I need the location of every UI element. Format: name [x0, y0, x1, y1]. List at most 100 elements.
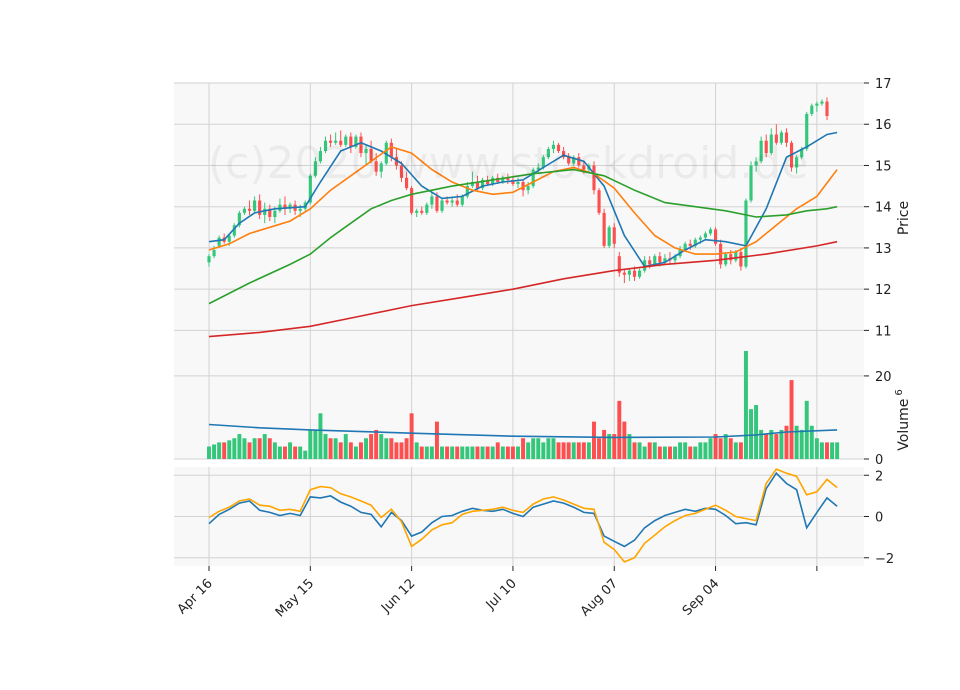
volume-bar	[819, 442, 824, 459]
volume-bar	[308, 429, 313, 459]
volume-bar	[227, 440, 232, 459]
volume-bar	[384, 438, 389, 459]
price-panel-background	[174, 83, 864, 351]
volume-bar	[338, 442, 343, 459]
volume-moving-average-line	[208, 423, 838, 439]
volume-bar	[440, 446, 444, 459]
candle-body	[313, 161, 317, 176]
volume-bar	[358, 442, 363, 459]
volume-bar	[495, 442, 500, 459]
volume-bar	[429, 446, 434, 459]
volume-bar	[505, 446, 510, 459]
volume-bar	[389, 438, 394, 459]
volume-bar	[627, 434, 632, 459]
candle-body	[470, 181, 474, 187]
candle-body	[795, 157, 799, 168]
candle-body	[268, 208, 272, 217]
price-moving-average-line	[208, 131, 838, 268]
volume-bar	[353, 446, 358, 459]
candle-body	[567, 157, 571, 164]
volume-tick-label: 20	[875, 370, 892, 385]
candle-body	[688, 243, 692, 246]
volume-bar	[318, 413, 323, 459]
price-moving-average-line	[208, 168, 838, 305]
volume-bar	[242, 438, 247, 459]
candle-body	[729, 254, 733, 261]
candle-body	[430, 196, 434, 205]
volume-bar	[814, 438, 819, 459]
candle-body	[389, 142, 393, 158]
volume-bar	[738, 442, 743, 459]
candle-body	[425, 204, 429, 213]
volume-bar	[541, 442, 546, 459]
volume-bar	[536, 438, 541, 459]
volume-bar	[561, 442, 566, 459]
candle-body	[632, 270, 637, 277]
volume-bar	[622, 421, 627, 459]
indicator-tick-label: 0	[875, 511, 883, 526]
volume-bar	[657, 446, 662, 459]
candle-body	[486, 179, 490, 185]
volume-bar	[465, 446, 470, 459]
candle-body	[536, 167, 540, 170]
candle-body	[273, 210, 277, 217]
candle-body	[713, 229, 718, 244]
volume-bar	[434, 421, 439, 459]
price-tick-label: 15	[875, 159, 892, 174]
volume-bar	[551, 438, 556, 459]
candle-body	[455, 200, 459, 205]
volume-bar	[424, 446, 429, 459]
candle-body	[323, 140, 328, 152]
candle-body	[531, 169, 535, 187]
candle-body	[237, 212, 241, 226]
candle-body	[445, 200, 449, 203]
price-tick-label: 17	[875, 77, 892, 92]
volume-bar	[733, 442, 738, 459]
volume-bar	[688, 446, 693, 459]
candle-body	[627, 270, 632, 275]
candle-body	[739, 252, 743, 267]
candle-body	[511, 179, 515, 185]
volume-bar	[288, 442, 293, 459]
volume-bar	[804, 400, 809, 459]
volume-bar	[602, 429, 607, 459]
candle-body	[663, 258, 667, 263]
volume-bar	[809, 425, 814, 459]
volume-bar	[835, 442, 840, 459]
volume-bar	[830, 442, 835, 459]
volume-bar	[419, 446, 424, 459]
volume-bar	[607, 434, 612, 459]
volume-bar	[262, 434, 267, 459]
candle-body	[460, 196, 464, 205]
candle-body	[480, 179, 485, 189]
watermark: (c)2020 www.stockdroid.de	[208, 138, 808, 189]
volume-bar	[257, 438, 262, 459]
volume-bar	[769, 429, 774, 459]
volume-bar	[232, 438, 237, 459]
candle-body	[779, 132, 783, 143]
candle-body	[435, 196, 439, 211]
volume-bar	[794, 425, 799, 459]
candle-body	[516, 181, 520, 185]
indicator-line	[208, 471, 838, 548]
x-tick-label: Jul 10	[483, 576, 520, 613]
candle-body	[308, 175, 312, 203]
candle-body	[491, 177, 495, 185]
volume-bar	[343, 434, 348, 459]
indicator-tick-label: 2	[875, 469, 883, 484]
volume-bar	[723, 434, 728, 459]
candle-body	[399, 165, 404, 178]
volume-bar	[516, 446, 520, 459]
volume-bar	[409, 413, 414, 459]
candle-body	[617, 256, 621, 273]
candle-body	[344, 136, 348, 145]
candle-body	[683, 243, 687, 250]
candle-body	[506, 177, 510, 180]
price-axis-label: Price	[896, 201, 912, 235]
volume-panel-background	[174, 351, 864, 459]
candle-body	[572, 157, 576, 164]
volume-bar	[647, 442, 652, 459]
price-tick-label: 12	[875, 283, 892, 298]
volume-bar	[612, 434, 617, 459]
x-tick-label: Aug 07	[578, 576, 621, 619]
